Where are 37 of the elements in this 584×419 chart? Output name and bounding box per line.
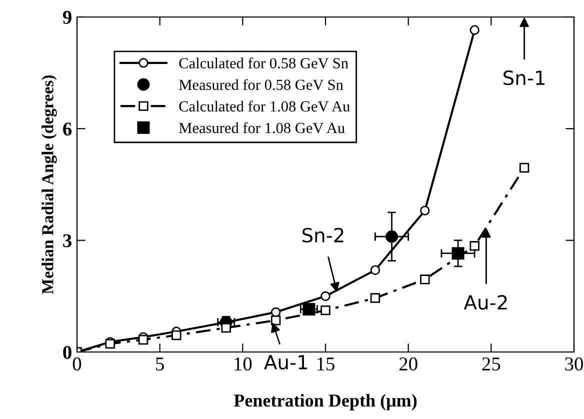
x-axis-title: Penetration Depth (μm) xyxy=(234,394,417,410)
x-tick-label: 15 xyxy=(317,358,334,371)
x-tick-label: 20 xyxy=(399,357,418,371)
point xyxy=(470,241,480,251)
x-tick-label: 10 xyxy=(234,357,252,371)
annotation: Sn-2 xyxy=(302,228,344,243)
point xyxy=(420,274,430,284)
point xyxy=(370,265,380,275)
point xyxy=(452,247,464,260)
annotation: Sn-1 xyxy=(504,70,545,86)
point xyxy=(420,206,430,216)
legend-label: Calculated for 1.08 GeV Au xyxy=(179,100,350,112)
point xyxy=(470,25,480,35)
point xyxy=(320,305,330,316)
y-tick-label: 3 xyxy=(63,234,72,248)
point xyxy=(302,302,316,316)
legend-label: Measured for 1.08 GeV Au xyxy=(179,122,345,134)
point xyxy=(270,316,281,326)
x-tick-label: 0 xyxy=(72,357,82,371)
legend-label: Calculated for 0.58 GeV Sn xyxy=(179,57,348,68)
y-axis-title: Median Radial Angle (degrees) xyxy=(42,75,57,294)
point xyxy=(138,334,148,345)
annotation: Au-2 xyxy=(464,295,507,310)
y-tick-label: 6 xyxy=(63,122,72,136)
y-tick-label: 9 xyxy=(62,10,72,24)
point xyxy=(221,322,231,333)
point xyxy=(519,162,530,173)
x-tick-label: 25 xyxy=(482,357,500,371)
x-tick-label: 5 xyxy=(156,358,164,371)
point xyxy=(386,230,398,243)
point xyxy=(370,293,380,303)
point xyxy=(172,330,182,340)
annotation: Au-1 xyxy=(264,355,308,370)
legend-label: Measured for 0.58 GeV Sn xyxy=(179,79,344,90)
x-tick-label: 30 xyxy=(565,357,583,371)
point xyxy=(320,291,330,302)
y-tick-label: 0 xyxy=(63,346,72,359)
